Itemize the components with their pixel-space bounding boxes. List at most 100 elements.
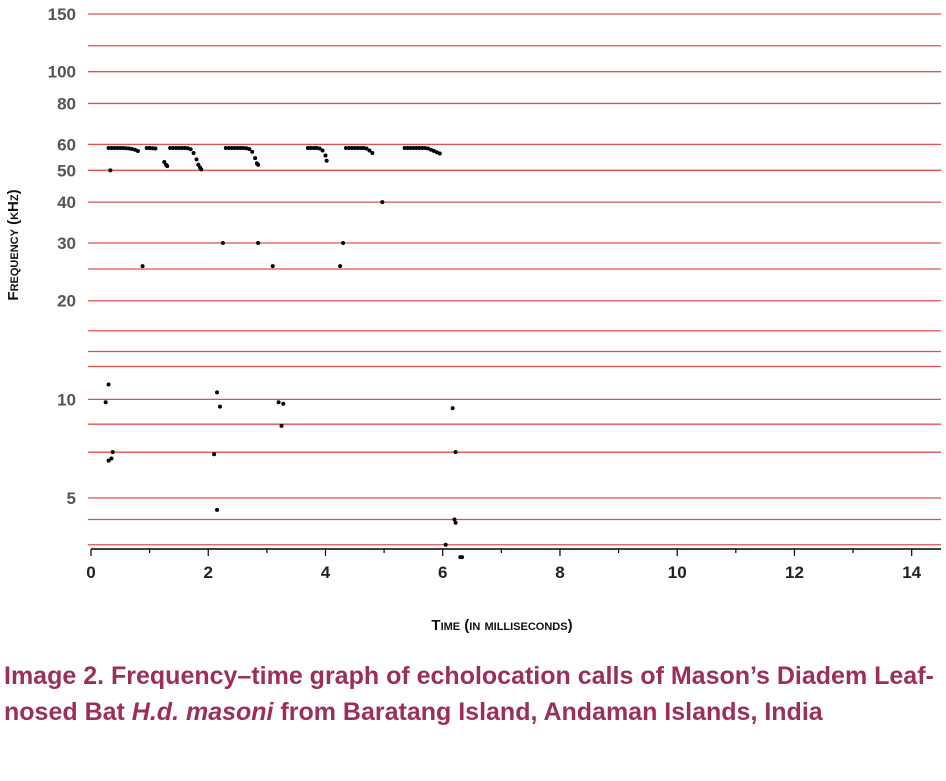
data-point bbox=[112, 145, 117, 150]
data-point bbox=[324, 158, 329, 163]
y-tick-labels: 5 10 20 30 40 50 60 80 100 150 bbox=[48, 5, 76, 508]
data-point bbox=[220, 241, 225, 246]
data-point bbox=[370, 150, 375, 155]
x-axis-title: Time (in milliseconds) bbox=[431, 617, 572, 634]
data-point bbox=[355, 145, 360, 150]
data-point bbox=[147, 145, 152, 150]
data-point bbox=[212, 452, 217, 457]
x-tick-label: 12 bbox=[785, 563, 804, 582]
data-point bbox=[453, 520, 458, 525]
data-point bbox=[215, 390, 220, 395]
data-point bbox=[346, 145, 351, 150]
data-point bbox=[411, 145, 416, 150]
data-point bbox=[305, 145, 310, 150]
data-point bbox=[174, 145, 178, 150]
data-point bbox=[176, 145, 181, 150]
data-point bbox=[182, 145, 187, 150]
data-point bbox=[323, 153, 328, 158]
data-point bbox=[150, 146, 155, 151]
data-point bbox=[270, 264, 275, 269]
data-point bbox=[124, 146, 129, 151]
data-point bbox=[165, 164, 170, 169]
data-point bbox=[191, 150, 196, 155]
data-point bbox=[232, 145, 237, 150]
y-tick-label: 150 bbox=[48, 5, 76, 24]
y-tick-label: 100 bbox=[48, 63, 76, 82]
data-point bbox=[320, 148, 325, 153]
data-point bbox=[229, 145, 234, 150]
figure-caption: Image 2. Frequency–time graph of echoloc… bbox=[4, 658, 944, 730]
data-point bbox=[140, 264, 145, 269]
x-tick-label: 0 bbox=[86, 563, 95, 582]
data-point bbox=[341, 241, 346, 246]
x-axis bbox=[90, 548, 941, 556]
data-point bbox=[437, 151, 442, 156]
data-point bbox=[256, 241, 261, 246]
y-tick-label: 50 bbox=[57, 161, 76, 180]
y-tick-label: 5 bbox=[67, 489, 76, 508]
data-point bbox=[358, 145, 363, 150]
data-point bbox=[276, 400, 281, 405]
data-point bbox=[402, 145, 407, 150]
data-point bbox=[103, 400, 108, 405]
data-point bbox=[253, 156, 258, 161]
data-point bbox=[344, 145, 348, 150]
data-point bbox=[106, 145, 111, 150]
caption-prefix: Image 2. Frequency–time graph of echoloc… bbox=[4, 662, 934, 726]
data-point bbox=[235, 145, 240, 150]
data-point bbox=[247, 146, 252, 151]
y-tick-label: 80 bbox=[57, 94, 76, 113]
data-point bbox=[199, 167, 204, 172]
data-point bbox=[118, 145, 123, 150]
data-point bbox=[450, 406, 455, 411]
y-tick-label: 10 bbox=[57, 390, 76, 409]
data-points bbox=[103, 145, 465, 560]
data-point bbox=[452, 517, 457, 522]
data-point bbox=[460, 555, 465, 560]
x-tick-label: 8 bbox=[555, 563, 564, 582]
data-point bbox=[179, 145, 184, 150]
data-point bbox=[108, 168, 113, 173]
x-tick-label: 10 bbox=[668, 563, 687, 582]
x-tick-label: 14 bbox=[902, 563, 921, 582]
data-point bbox=[414, 145, 419, 150]
data-point bbox=[317, 146, 322, 151]
y-tick-label: 20 bbox=[57, 292, 76, 311]
frequency-time-chart: 5 10 20 30 40 50 60 80 100 150 0 2 4 6 8 10 12 14 Freque… bbox=[5, 5, 941, 634]
data-point bbox=[109, 456, 114, 461]
data-point bbox=[349, 145, 354, 150]
data-point bbox=[281, 401, 286, 406]
y-tick-label: 60 bbox=[57, 135, 76, 154]
data-point bbox=[364, 146, 369, 151]
data-point bbox=[256, 162, 261, 167]
data-point bbox=[217, 404, 222, 409]
x-tick-label: 2 bbox=[204, 563, 213, 582]
y-tick-label: 30 bbox=[57, 234, 76, 253]
x-tick-label: 4 bbox=[321, 563, 331, 582]
data-point bbox=[311, 145, 316, 150]
grid-lines bbox=[88, 13, 941, 546]
data-point bbox=[168, 145, 173, 150]
data-point bbox=[115, 145, 120, 150]
data-point bbox=[241, 145, 246, 150]
data-point bbox=[106, 458, 111, 463]
data-point bbox=[110, 450, 115, 455]
data-point bbox=[109, 145, 114, 150]
data-point bbox=[215, 507, 220, 512]
data-point bbox=[194, 157, 199, 162]
caption-suffix: from Baratang Island, Andaman Islands, I… bbox=[273, 698, 823, 726]
data-point bbox=[338, 264, 343, 269]
y-tick-label: 40 bbox=[57, 193, 76, 212]
data-point bbox=[226, 145, 231, 150]
data-point bbox=[223, 145, 228, 150]
data-point bbox=[367, 148, 372, 153]
data-point bbox=[352, 145, 357, 150]
x-tick-labels: 0 2 4 6 8 10 12 14 bbox=[86, 563, 921, 582]
data-point bbox=[405, 145, 410, 150]
data-point bbox=[250, 149, 255, 154]
x-tick-label: 6 bbox=[438, 563, 447, 582]
data-point bbox=[279, 423, 284, 428]
data-point bbox=[408, 145, 413, 150]
data-point bbox=[420, 145, 425, 150]
data-point bbox=[453, 450, 458, 455]
